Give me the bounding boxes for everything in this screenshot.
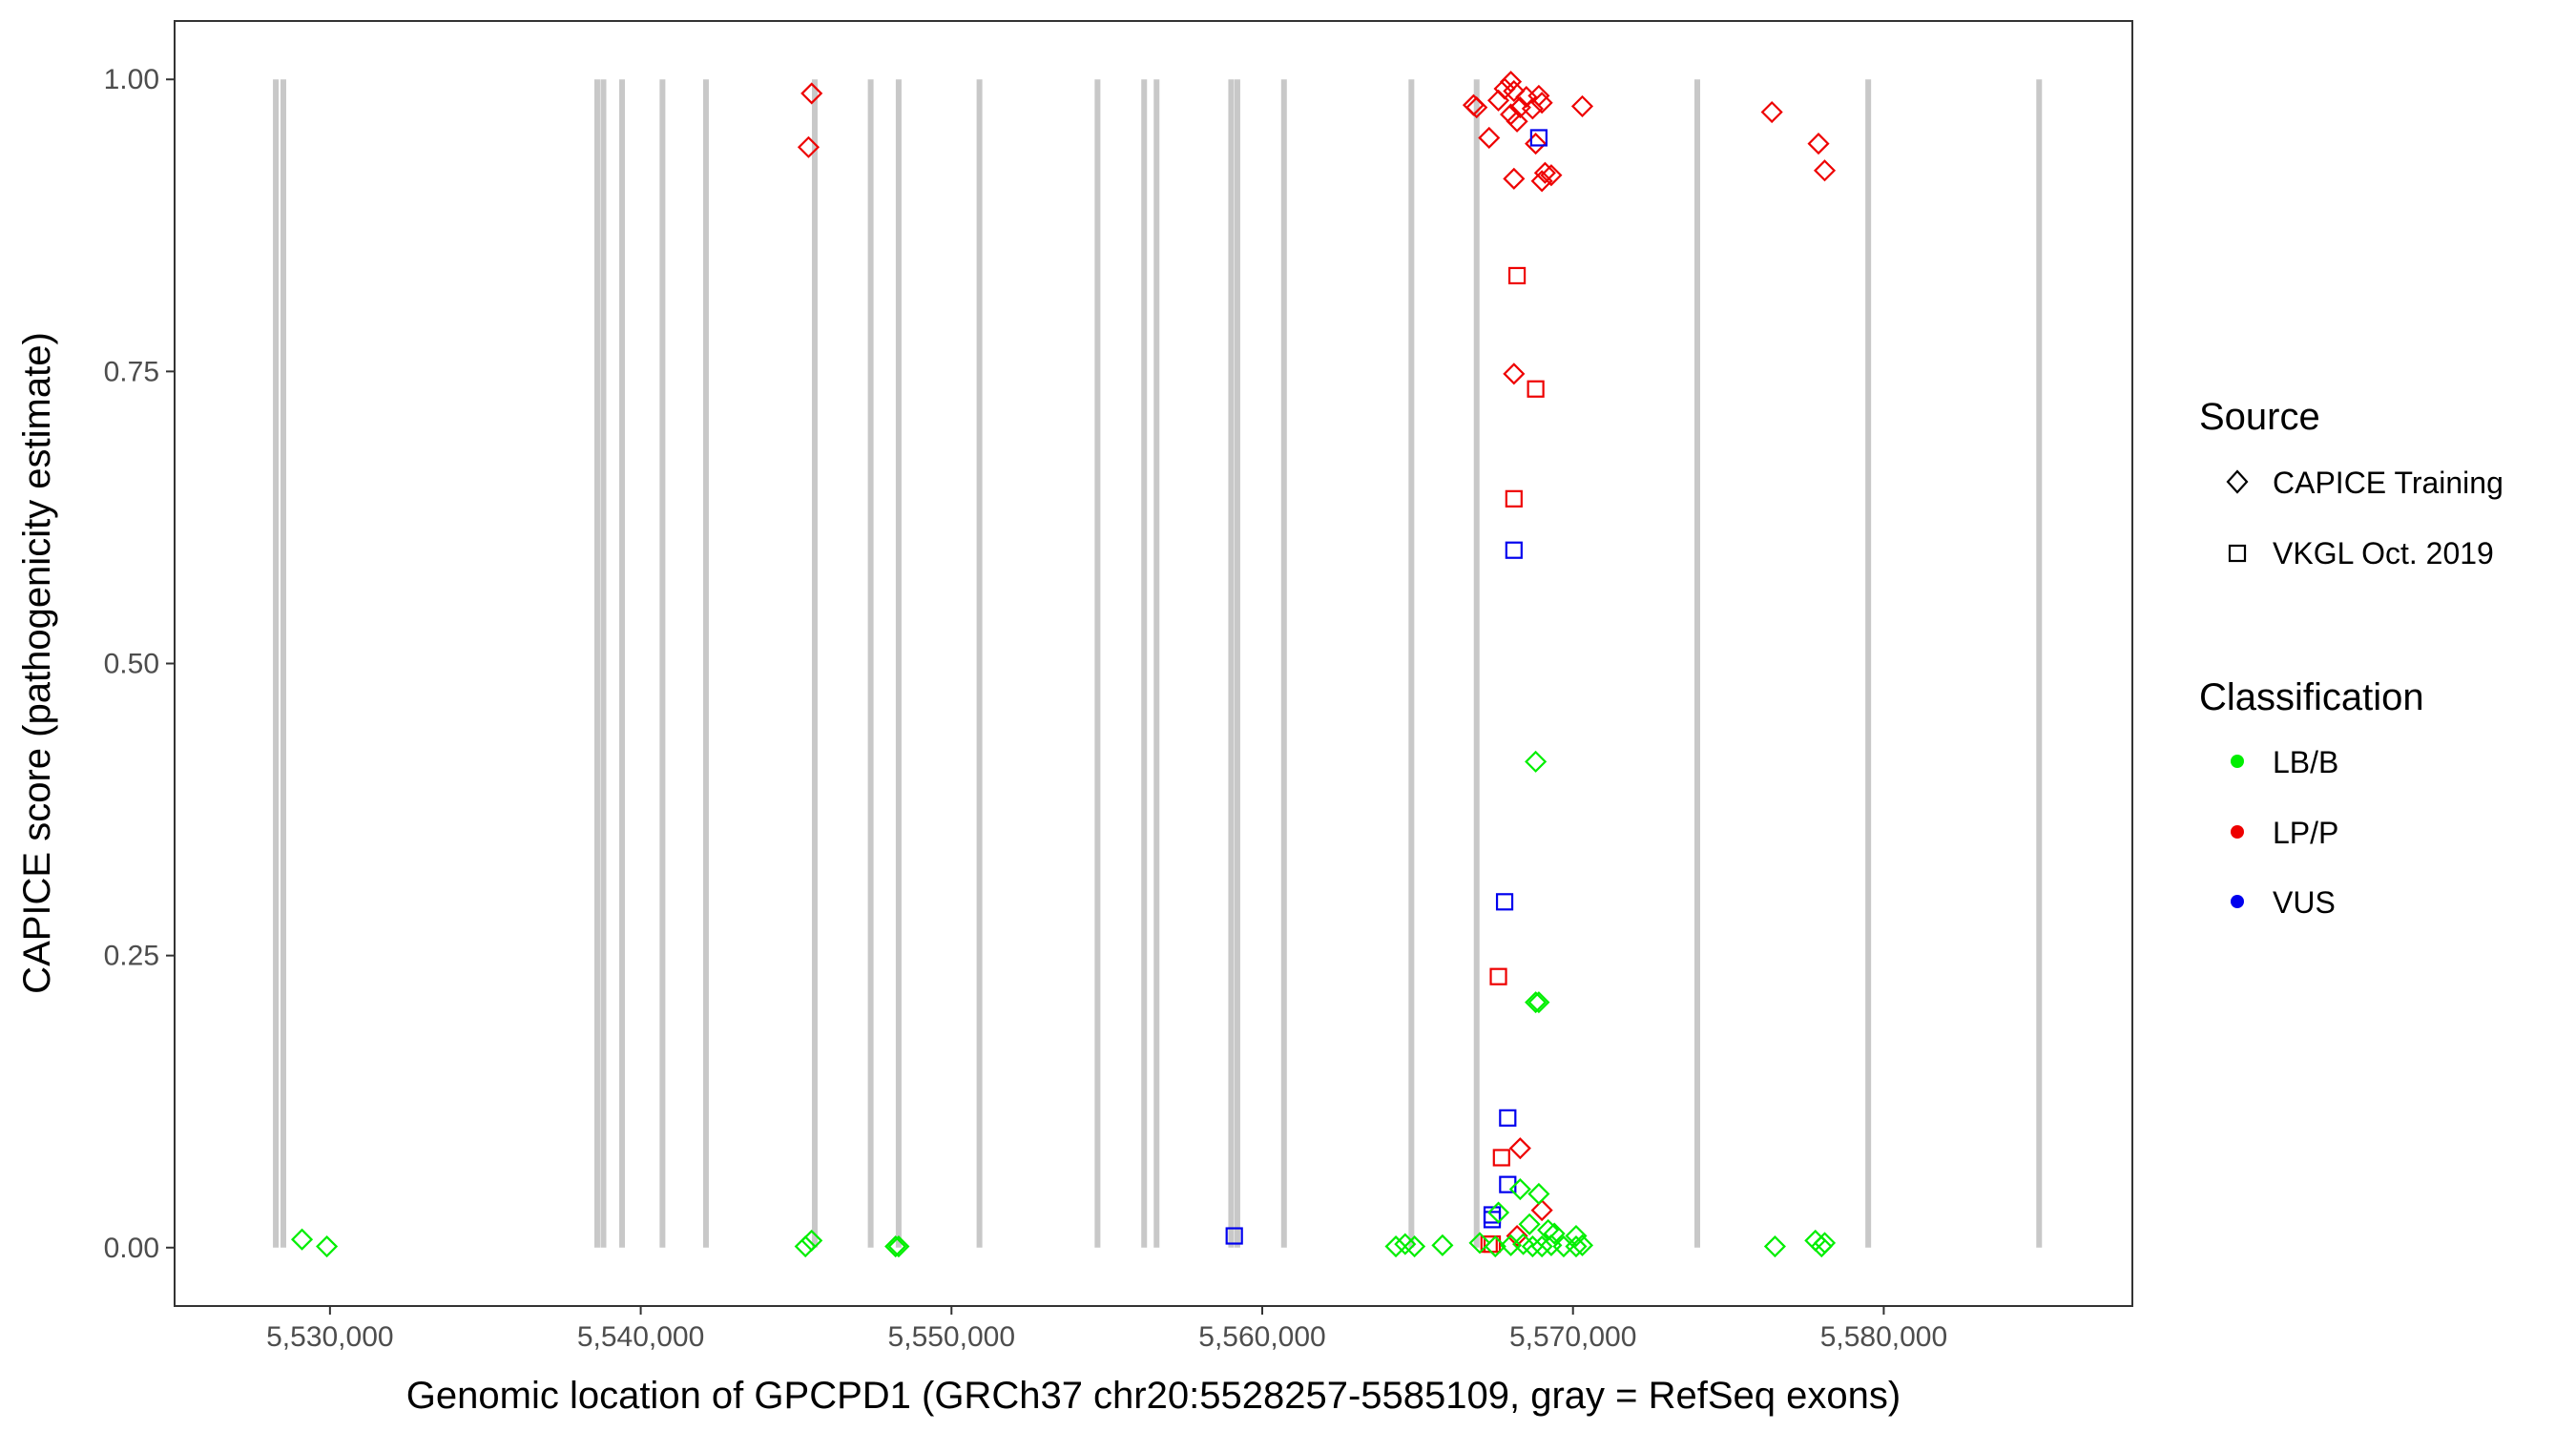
x-tick-label: 5,530,000 bbox=[266, 1321, 393, 1353]
legend-title-source: Source bbox=[2199, 396, 2320, 438]
data-point-diamond bbox=[1570, 94, 1594, 117]
data-point-square bbox=[1489, 967, 1507, 985]
exon-lines bbox=[273, 79, 2043, 1248]
data-point-diamond bbox=[1530, 92, 1553, 114]
legend-label-lb-b: LB/B bbox=[2273, 745, 2338, 779]
y-tick-label: 1.00 bbox=[104, 64, 159, 95]
data-point-diamond bbox=[290, 1228, 314, 1251]
data-point-diamond bbox=[1565, 1234, 1588, 1258]
data-point-diamond bbox=[1518, 1213, 1541, 1235]
data-point-diamond bbox=[1813, 159, 1837, 182]
data-point-diamond bbox=[794, 1234, 817, 1258]
data-point-diamond bbox=[1486, 1201, 1510, 1224]
data-point-square bbox=[1529, 129, 1548, 147]
legend-item-capice-training: CAPICE Training bbox=[2226, 466, 2503, 500]
data-point-diamond bbox=[1807, 133, 1830, 156]
vus-color-dot bbox=[2231, 895, 2244, 908]
x-axis: 5,530,000 5,540,000 5,550,000 5,560,000 5,57… bbox=[266, 1306, 1947, 1353]
data-point-square bbox=[1495, 893, 1514, 911]
legend-label-capice-training: CAPICE Training bbox=[2273, 466, 2503, 500]
plot-panel bbox=[174, 20, 2133, 1307]
data-point-diamond bbox=[1525, 750, 1548, 773]
x-tick-label: 5,540,000 bbox=[577, 1321, 704, 1353]
data-point-diamond bbox=[1503, 167, 1526, 190]
data-point-diamond bbox=[1543, 1222, 1566, 1245]
data-point-diamond bbox=[1521, 1234, 1544, 1258]
data-point-square bbox=[1505, 489, 1523, 508]
data-point-diamond bbox=[1525, 133, 1548, 156]
legend-label-lp-p: LP/P bbox=[2273, 816, 2338, 850]
y-tick-label: 0.75 bbox=[104, 356, 159, 387]
data-point-diamond bbox=[1813, 1232, 1837, 1255]
y-tick-label: 0.25 bbox=[104, 941, 159, 972]
data-point-diamond bbox=[1478, 126, 1501, 150]
data-point-diamond bbox=[1465, 96, 1488, 119]
data-point-square bbox=[1499, 1109, 1517, 1127]
data-point-diamond bbox=[1533, 161, 1556, 184]
data-point-diamond bbox=[1506, 110, 1528, 133]
data-point-diamond bbox=[1484, 1234, 1506, 1258]
x-tick-label: 5,570,000 bbox=[1509, 1321, 1636, 1353]
data-point-diamond bbox=[1508, 1177, 1531, 1201]
data-point-diamond bbox=[1503, 79, 1526, 103]
data-point-square bbox=[1225, 1227, 1243, 1245]
data-point-diamond bbox=[1527, 84, 1550, 107]
legend-item-lp-p: LP/P bbox=[2231, 816, 2338, 850]
legend-item-lb-b: LB/B bbox=[2231, 745, 2338, 779]
data-point-diamond bbox=[1403, 1234, 1426, 1258]
y-axis-title: CAPICE score (pathogenicity estimate) bbox=[16, 332, 58, 994]
data-point-diamond bbox=[884, 1234, 907, 1258]
data-point-diamond bbox=[1763, 1234, 1786, 1258]
data-point-square bbox=[1527, 380, 1545, 398]
data-point-diamond bbox=[1527, 991, 1550, 1014]
data-point-diamond bbox=[1508, 1137, 1531, 1160]
y-tick-label: 0.00 bbox=[104, 1233, 159, 1264]
data-point-diamond bbox=[800, 82, 823, 105]
y-axis: 0.00 0.25 0.50 0.75 1.00 bbox=[104, 64, 175, 1264]
data-point-diamond bbox=[1500, 71, 1523, 93]
data-point-diamond bbox=[887, 1234, 910, 1258]
data-point-square bbox=[1505, 541, 1523, 559]
data-point-diamond bbox=[1468, 1232, 1491, 1255]
data-point-diamond bbox=[1527, 1182, 1550, 1205]
x-axis-title: Genomic location of GPCPD1 (GRCh37 chr20… bbox=[406, 1375, 1901, 1417]
diamond-icon bbox=[2226, 469, 2249, 494]
data-point-diamond bbox=[1565, 1224, 1588, 1248]
data-point-diamond bbox=[797, 135, 821, 158]
data-point-diamond bbox=[1570, 1234, 1594, 1256]
data-point-diamond bbox=[1431, 1234, 1454, 1256]
data-point-diamond bbox=[1760, 100, 1783, 124]
data-point-diamond bbox=[1530, 1199, 1553, 1222]
data-points bbox=[290, 71, 1837, 1258]
x-tick-label: 5,580,000 bbox=[1820, 1321, 1947, 1353]
legend-label-vkgl: VKGL Oct. 2019 bbox=[2273, 536, 2494, 570]
legend-title-classification: Classification bbox=[2199, 676, 2424, 718]
x-tick-label: 5,550,000 bbox=[888, 1321, 1015, 1353]
data-point-diamond bbox=[316, 1234, 339, 1258]
data-point-square bbox=[1492, 1149, 1510, 1167]
legend-item-vkgl: VKGL Oct. 2019 bbox=[2228, 536, 2494, 570]
data-point-square bbox=[1507, 266, 1527, 285]
square-icon bbox=[2228, 544, 2247, 563]
y-tick-label: 0.50 bbox=[104, 649, 159, 680]
data-point-diamond bbox=[1530, 1234, 1553, 1258]
legend: Source CAPICE Training VKGL Oct. 2019 Cl… bbox=[2199, 396, 2503, 920]
legend-label-vus: VUS bbox=[2273, 885, 2336, 920]
lb-b-color-dot bbox=[2231, 755, 2244, 768]
data-point-diamond bbox=[1384, 1234, 1407, 1258]
data-point-square bbox=[1480, 1234, 1498, 1254]
lp-p-color-dot bbox=[2231, 825, 2244, 839]
data-point-diamond bbox=[1506, 1224, 1528, 1248]
legend-item-vus: VUS bbox=[2231, 885, 2336, 920]
data-point-diamond bbox=[1540, 164, 1563, 187]
x-tick-label: 5,560,000 bbox=[1198, 1321, 1325, 1353]
data-point-diamond bbox=[1503, 363, 1526, 385]
data-point-diamond bbox=[1525, 991, 1548, 1014]
